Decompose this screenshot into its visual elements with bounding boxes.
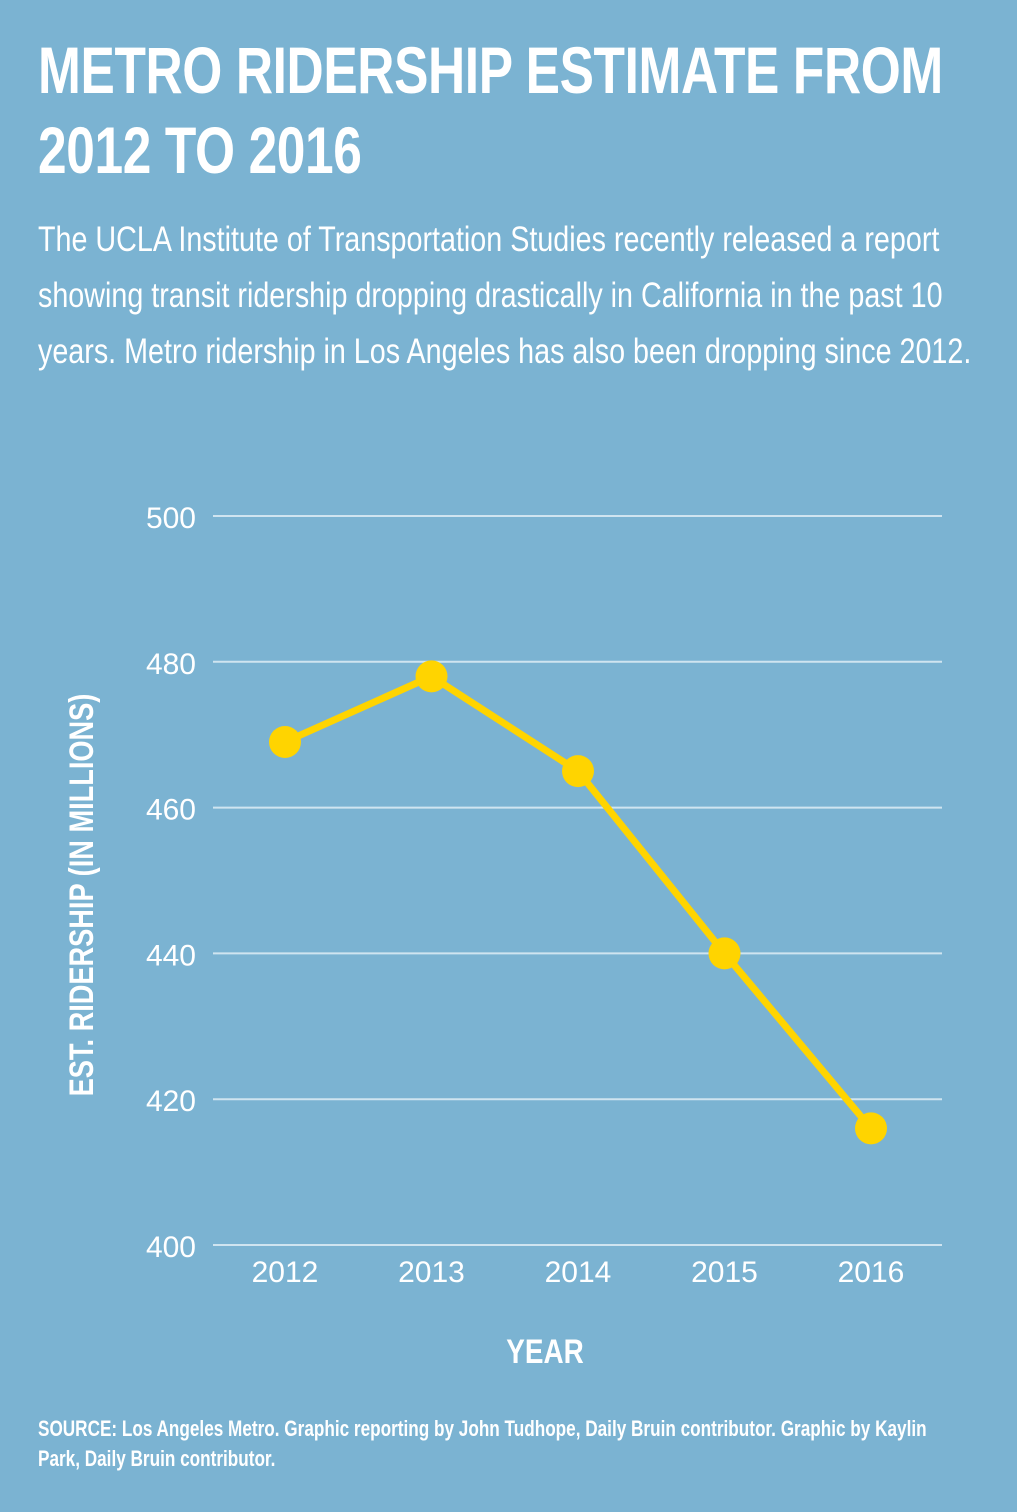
data-point-2013 — [415, 660, 448, 693]
gridlines — [213, 515, 942, 1246]
y-tick-label: 420 — [146, 1085, 196, 1118]
y-tick-label: 400 — [146, 1231, 196, 1264]
title-line-2: 2012 TO 2016 — [38, 113, 362, 187]
title-line-1: METRO RIDERSHIP ESTIMATE FROM — [38, 33, 943, 107]
series-line — [283, 672, 874, 1131]
x-tick-label: 2014 — [545, 1256, 612, 1289]
x-tick-label: 2013 — [398, 1256, 465, 1289]
chart-title: METRO RIDERSHIP ESTIMATE FROM 2012 TO 20… — [38, 30, 974, 190]
x-tick-label: 2015 — [691, 1256, 758, 1289]
series-ridership — [269, 660, 887, 1145]
y-axis-label: EST. RIDERSHIP (IN MILLIONS) — [62, 694, 101, 1097]
data-point-2012 — [269, 725, 301, 758]
source-credit: SOURCE: Los Angeles Metro. Graphic repor… — [38, 1416, 927, 1471]
y-tick-label: 480 — [146, 648, 196, 681]
chart-description: The UCLA Institute of Transportation Stu… — [38, 220, 972, 371]
x-tick-label: 2012 — [252, 1256, 319, 1289]
data-point-2016 — [855, 1112, 887, 1145]
y-tick-label: 460 — [146, 794, 196, 827]
y-tick-label: 500 — [146, 502, 196, 535]
y-tick-label: 440 — [146, 939, 196, 972]
x-tick-label: 2016 — [838, 1256, 905, 1289]
data-point-2014 — [562, 755, 594, 788]
x-axis-label: YEAR — [506, 1332, 583, 1370]
y-tick-labels: 400 420 440 460 480 500 — [146, 502, 196, 1264]
data-point-2015 — [708, 937, 741, 970]
x-tick-labels: 2012 2013 2014 2015 2016 — [252, 1256, 905, 1289]
